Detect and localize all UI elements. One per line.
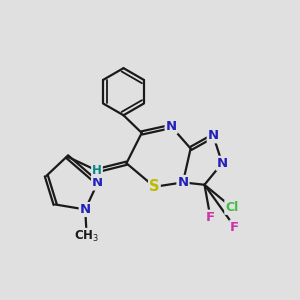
Text: CH$_3$: CH$_3$ [74,228,99,244]
Text: Cl: Cl [225,201,239,214]
Text: N: N [166,120,177,133]
Text: N: N [92,176,103,190]
Text: F: F [230,220,239,234]
Text: S: S [149,179,160,194]
Text: N: N [177,176,188,189]
Text: N: N [80,203,91,216]
Text: N: N [208,129,219,142]
Text: F: F [206,211,215,224]
Text: H: H [92,164,102,177]
Text: N: N [217,157,228,170]
